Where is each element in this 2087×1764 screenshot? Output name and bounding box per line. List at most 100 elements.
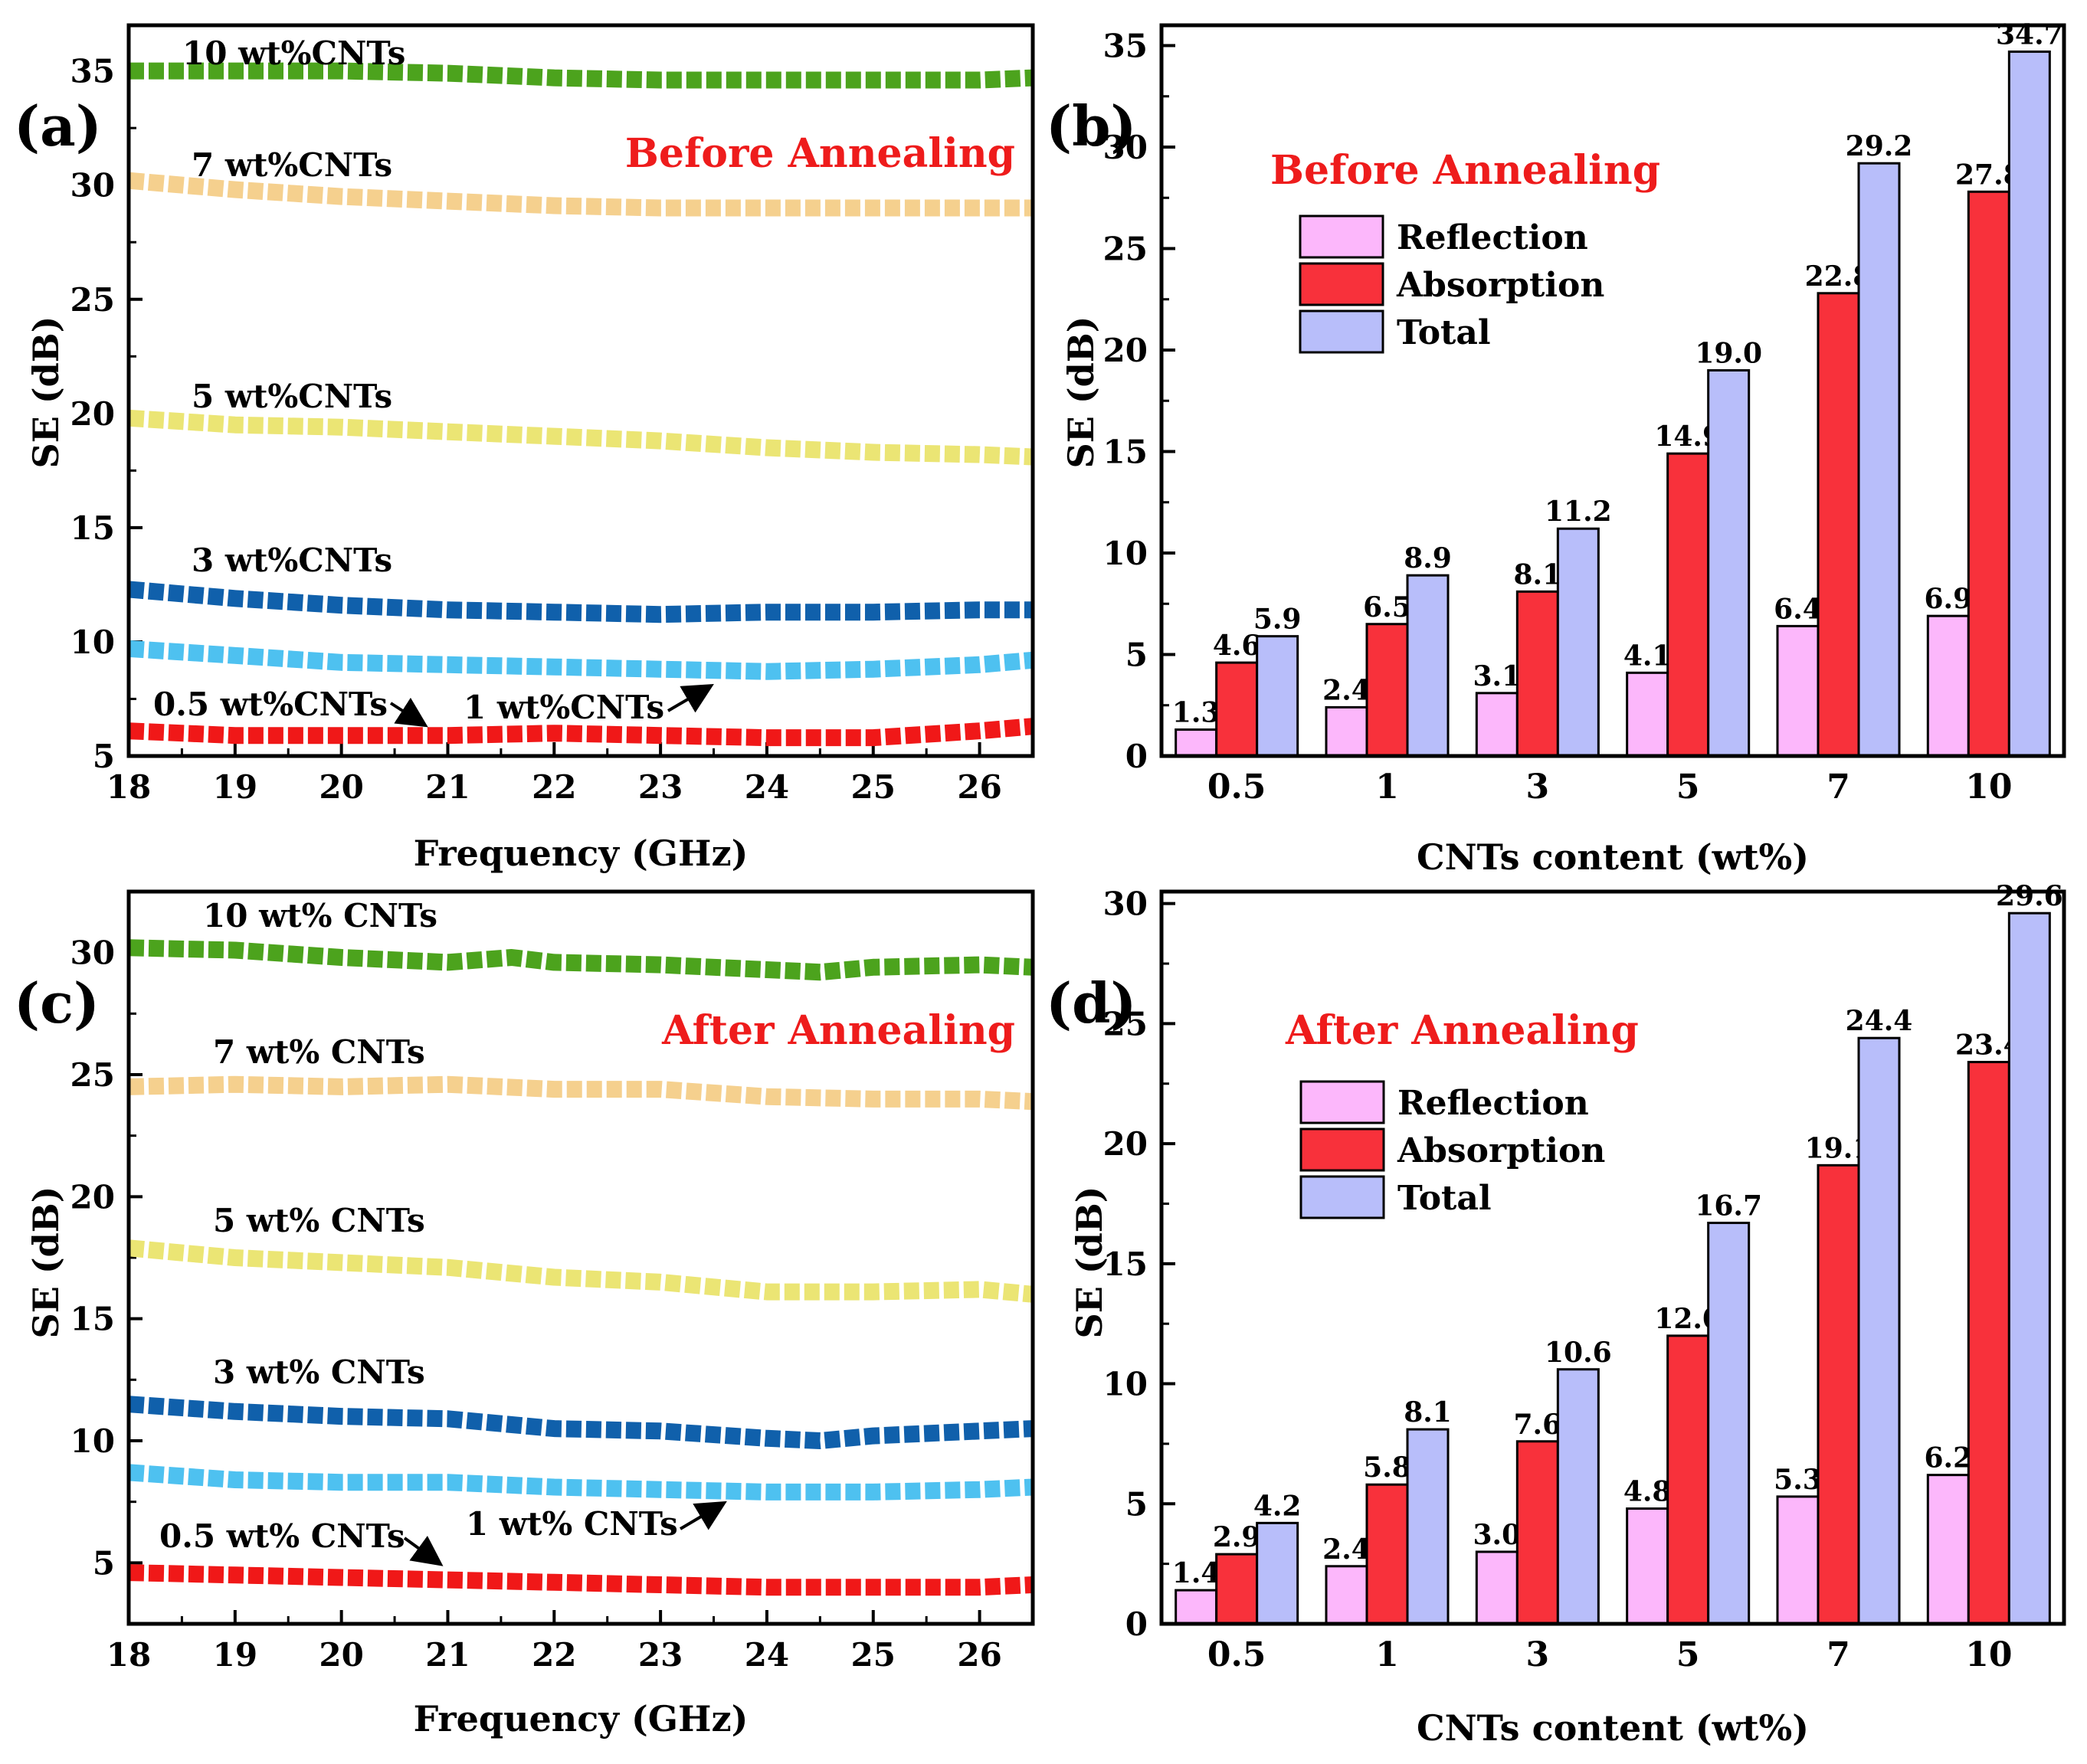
bar-label: 3.1: [1473, 660, 1522, 692]
x-tick-label: 24: [745, 1636, 789, 1674]
bar-total-3: [1556, 1368, 1600, 1625]
legend-b-absorption-label: Absorption: [1396, 266, 1604, 305]
panel-c-xlabel: Frequency (GHz): [414, 1698, 749, 1739]
y-tick-label: 25: [1103, 231, 1148, 268]
x-tick-label: 5: [1676, 767, 1700, 807]
x-tick-label: 20: [319, 768, 363, 806]
bar-label: 11.2: [1545, 496, 1612, 528]
legend-d-total-swatch: [1299, 1175, 1385, 1219]
legend-d-reflection-swatch: [1299, 1080, 1385, 1124]
bar-absorption-7: [1817, 292, 1860, 758]
plot-frame: [1159, 889, 2066, 1626]
x-tick-label: 19: [213, 768, 257, 806]
bar-label: 1.3: [1172, 697, 1220, 729]
panel-b-plot: 0 5 10 15 20 25 30 35 0.5 1.3 4.65.9 1 2.4 6.5 8.9 3 3.1…: [1103, 18, 2066, 807]
x-tick-label: 1: [1375, 1635, 1399, 1674]
bar-label: 2.9: [1213, 1521, 1261, 1553]
panel-a-plot: 5 10 15 20 25 30 35 18 19 20 21 22 23 24 25 26: [70, 23, 1035, 806]
bar-label: 8.1: [1514, 558, 1562, 591]
bar-label: 5.9: [1253, 604, 1302, 636]
bar-reflection-0.5: [1175, 728, 1218, 758]
series-line-2: [127, 1239, 1034, 1303]
y-tick-label: 30: [70, 934, 115, 972]
x-tick-label: 7: [1827, 767, 1850, 807]
bar-label: 5.3: [1774, 1464, 1822, 1496]
series-line-0: [129, 62, 1034, 89]
bar-label: 6.9: [1925, 583, 1973, 615]
x-tick-label: 1: [1375, 767, 1399, 807]
label-c-1wt: 1 wt% CNTs: [466, 1505, 678, 1543]
bar-label: 4.8: [1623, 1476, 1672, 1508]
y-tick-label: 0: [1125, 1605, 1148, 1643]
panel-d-letter: (d): [1046, 970, 1136, 1036]
x-tick-label: 23: [638, 1636, 683, 1674]
panel-c: (c) After Annealing Frequency (GHz) SE (…: [14, 889, 1035, 1739]
bar-absorption-0.5: [1215, 1553, 1259, 1625]
panel-b-annotation: Before Annealing: [1270, 147, 1660, 194]
y-tick-label: 30: [70, 167, 115, 205]
label-0p5wt: 0.5 wt%CNTs: [153, 686, 388, 723]
y-tick-label: 20: [70, 395, 115, 433]
y-tick-label: 20: [70, 1178, 115, 1216]
series-line-5: [128, 718, 1034, 747]
bar-absorption-3: [1515, 590, 1559, 758]
y-tick-label: 15: [70, 1301, 115, 1338]
legend-b-reflection-label: Reflection: [1397, 218, 1588, 257]
bar-absorption-5: [1666, 1334, 1710, 1625]
x-tick-label: 3: [1526, 767, 1550, 807]
legend-b-total-swatch: [1299, 309, 1384, 354]
panel-c-letter: (c): [14, 970, 100, 1036]
label-c-5wt: 5 wt% CNTs: [213, 1202, 425, 1239]
panel-d-annotation: After Annealing: [1285, 1007, 1639, 1054]
y-tick-label: 25: [1103, 1005, 1148, 1042]
bar-label: 1.4: [1172, 1557, 1220, 1589]
series-line-4: [128, 640, 1034, 680]
x-tick-label: 0.5: [1207, 1635, 1266, 1674]
y-tick-label: 35: [1103, 28, 1148, 65]
y-tick-label: 35: [70, 53, 115, 90]
y-tick-label: 5: [93, 1544, 115, 1582]
bar-label: 8.1: [1404, 1396, 1452, 1429]
legend-d-absorption-swatch: [1299, 1127, 1385, 1172]
y-tick-label: 10: [1103, 535, 1148, 572]
panel-a-annotation: Before Annealing: [625, 130, 1015, 177]
x-tick-label: 10: [1965, 1635, 2012, 1674]
bar-reflection-1: [1325, 705, 1368, 758]
bar-reflection-3: [1475, 692, 1519, 758]
arrow-1wt: [667, 683, 714, 713]
bar-total-7: [1857, 162, 1901, 758]
legend-b-absorption-swatch: [1299, 262, 1384, 306]
plot-frame: [126, 889, 1035, 1626]
x-tick-label: 19: [213, 1636, 257, 1674]
bar-label: 6.5: [1363, 591, 1411, 623]
y-tick-label: 25: [70, 1056, 115, 1094]
panel-b-ylabel: SE (dB): [1060, 316, 1102, 469]
x-tick-label: 10: [1965, 767, 2012, 807]
bar-reflection-7: [1776, 1495, 1820, 1625]
series-line-4: [128, 1464, 1034, 1501]
panel-a-ylabel: SE (dB): [25, 316, 67, 469]
x-tick-label: 5: [1676, 1635, 1700, 1674]
bar-reflection-5: [1626, 671, 1669, 758]
bar-total-10: [2007, 50, 2051, 758]
panel-b-letter: (b): [1046, 93, 1136, 159]
bar-label: 24.4: [1846, 1005, 1913, 1037]
panel-c-annotation: After Annealing: [661, 1007, 1015, 1054]
y-tick-label: 25: [70, 281, 115, 319]
y-tick-label: 15: [1103, 434, 1148, 471]
label-10wt: 10 wt%CNTs: [182, 34, 405, 72]
bar-label: 6.2: [1925, 1442, 1973, 1474]
y-tick-label: 5: [93, 738, 115, 775]
plot-frame: [126, 23, 1035, 758]
bar-label: 5.8: [1363, 1451, 1411, 1484]
bar-reflection-3: [1475, 1550, 1519, 1625]
bar-label: 2.4: [1322, 1533, 1371, 1566]
series-line-1: [128, 1075, 1034, 1111]
x-tick-label: 24: [745, 768, 789, 806]
y-tick-label: 30: [1103, 885, 1148, 923]
x-tick-label: 18: [106, 768, 151, 806]
bar-reflection-7: [1776, 624, 1820, 758]
panel-c-ylabel: SE (dB): [25, 1186, 67, 1339]
bar-absorption-1: [1365, 623, 1409, 758]
